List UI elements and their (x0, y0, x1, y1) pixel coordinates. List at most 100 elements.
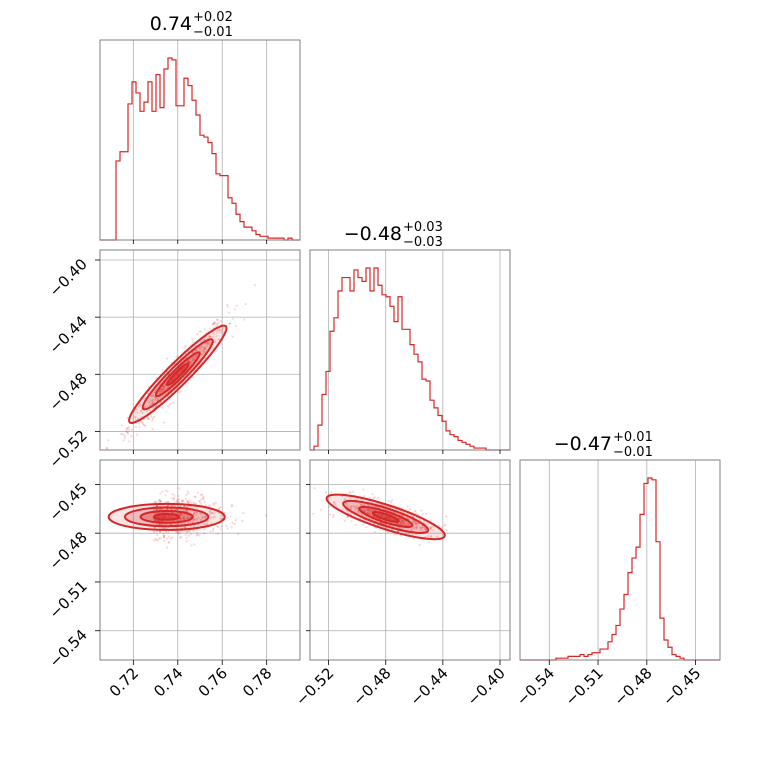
scatter-point (207, 340, 210, 343)
scatter-point (360, 503, 363, 506)
scatter-point (156, 399, 159, 402)
contour-line (107, 502, 226, 531)
y-tick-label: −0.44 (46, 312, 91, 357)
scatter-point (368, 508, 371, 511)
scatter-point (390, 499, 394, 502)
scatter-point (407, 522, 410, 525)
scatter-point (191, 520, 195, 523)
scatter-point (188, 499, 191, 502)
y-tick-label: −0.52 (46, 427, 91, 472)
scatter-point (235, 304, 238, 307)
scatter-point (197, 348, 200, 351)
scatter-point (193, 524, 196, 527)
scatter-point (226, 516, 229, 519)
scatter-point (165, 501, 168, 504)
scatter-point (411, 533, 414, 536)
scatter-point (206, 341, 209, 344)
scatter-point (373, 496, 376, 499)
scatter-point (374, 505, 377, 508)
scatter-point (399, 521, 402, 524)
scatter-point (151, 395, 154, 398)
scatter-point (187, 502, 190, 505)
scatter-point (152, 531, 156, 534)
scatter-point (157, 499, 160, 502)
scatter-point (421, 526, 424, 529)
scatter-point (414, 526, 418, 530)
contour-line (154, 351, 201, 398)
scatter-point (137, 417, 140, 420)
scatter-point (202, 349, 206, 353)
contour-line (358, 505, 414, 528)
scatter-point (125, 427, 128, 430)
scatter-point (130, 435, 133, 438)
scatter-point (361, 514, 365, 517)
scatter-point (167, 501, 170, 504)
scatter-point (416, 525, 419, 528)
scatter-panel-2 (99, 459, 301, 661)
scatter-point (195, 534, 198, 537)
scatter-point (173, 508, 177, 511)
scatter-point (204, 516, 207, 519)
scatter-point (362, 503, 365, 507)
scatter-point (200, 518, 203, 521)
scatter-point (126, 431, 129, 434)
scatter-point (430, 525, 433, 528)
scatter-point (195, 349, 198, 352)
scatter-point (186, 530, 189, 533)
scatter-point (402, 521, 405, 524)
scatter-point (134, 416, 137, 419)
scatter-point (139, 404, 142, 407)
scatter-point (194, 502, 197, 505)
scatter-point (352, 490, 355, 493)
scatter-point (150, 403, 154, 406)
panel-frame (519, 459, 721, 661)
scatter-point (209, 504, 212, 507)
scatter-point (368, 510, 371, 513)
scatter-point (200, 347, 203, 350)
scatter-point (399, 510, 402, 513)
scatter-point (324, 491, 328, 494)
scatter-point (126, 427, 129, 430)
scatter-point (372, 497, 375, 500)
scatter-point (444, 523, 447, 526)
scatter-point (352, 505, 355, 508)
scatter-point (400, 519, 403, 522)
scatter-point (148, 409, 151, 412)
scatter-point (151, 417, 154, 420)
scatter-point (186, 500, 190, 503)
scatter-point (150, 399, 153, 402)
scatter-point (183, 505, 186, 508)
scatter-point (159, 499, 162, 502)
scatter-point (216, 329, 219, 332)
scatter-point (125, 430, 128, 433)
scatter-point (349, 496, 352, 500)
scatter-point (349, 512, 352, 515)
scatter-point (187, 492, 190, 495)
scatter-point (145, 410, 148, 413)
scatter-point (187, 529, 191, 532)
scatter-point (219, 528, 222, 531)
scatter-point (175, 500, 178, 503)
scatter-point (194, 349, 197, 352)
scatter-point (151, 402, 155, 405)
scatter-point (193, 512, 196, 515)
scatter-point (180, 517, 183, 520)
scatter-point (195, 511, 198, 515)
scatter-point (193, 517, 197, 520)
scatter-point (200, 512, 203, 516)
panel-title-plus: +0.03 (403, 220, 443, 235)
scatter-point (193, 518, 196, 522)
scatter-point (143, 424, 146, 427)
scatter-point (193, 495, 196, 498)
scatter-point (128, 440, 131, 443)
scatter-point (191, 358, 195, 362)
scatter-point (353, 508, 356, 511)
scatter-point (195, 348, 198, 351)
scatter-point (165, 546, 169, 549)
scatter-point (153, 415, 156, 418)
scatter-point (181, 499, 184, 502)
scatter-point (126, 432, 130, 435)
scatter-point (170, 537, 173, 540)
scatter-point (178, 532, 181, 535)
scatter-point (198, 330, 201, 333)
